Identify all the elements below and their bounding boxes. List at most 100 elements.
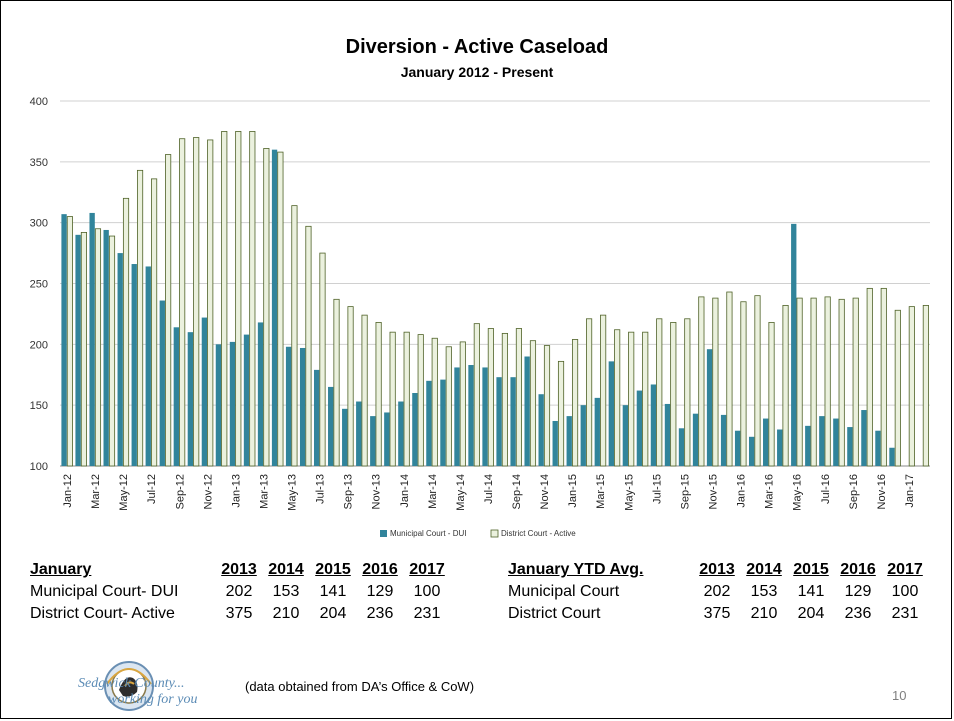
- municipal-bar: [833, 418, 839, 466]
- district-bar: [628, 331, 635, 467]
- row-label: Municipal Court: [508, 583, 620, 600]
- municipal-bar: [847, 427, 853, 466]
- january-ytd-table: January YTD Avg. 2013 2014 2015 2016 201…: [508, 560, 928, 626]
- municipal-bar: [763, 418, 769, 466]
- district-bar: [712, 297, 719, 467]
- municipal-bar: [777, 429, 783, 466]
- table-cell: 202: [703, 583, 731, 600]
- x-tick-label: Sep-16: [848, 474, 860, 509]
- y-tick-label: 100: [30, 461, 48, 473]
- district-bar: [796, 297, 803, 467]
- table-row: District Court 375 210 204 236 231: [508, 604, 928, 626]
- district-bar: [810, 297, 817, 467]
- table-cell: 236: [844, 605, 872, 622]
- x-tick-label: Mar-16: [764, 474, 776, 509]
- municipal-bar: [496, 377, 502, 466]
- district-bar: [179, 138, 186, 467]
- chart-title: Diversion - Active Caseload: [345, 36, 609, 58]
- municipal-bar: [271, 149, 278, 466]
- x-tick-label: May-14: [455, 474, 467, 511]
- district-bar: [571, 339, 579, 467]
- municipal-bar: [889, 447, 895, 466]
- legend-swatch-district: [490, 529, 499, 538]
- district-bar: [221, 131, 228, 467]
- district-bar: [207, 139, 214, 467]
- municipal-bar: [552, 420, 558, 466]
- municipal-bar: [117, 253, 123, 466]
- district-bar: [361, 314, 368, 467]
- municipal-bar: [75, 234, 81, 466]
- x-tick-label: Nov-16: [876, 474, 888, 509]
- table-cell: 153: [750, 583, 778, 600]
- municipal-bar: [748, 436, 755, 466]
- logo-line2: working for you: [108, 692, 198, 707]
- district-bar: [866, 287, 873, 467]
- table-cell: 210: [750, 605, 778, 622]
- municipal-bar: [734, 430, 741, 466]
- x-tick-label: Mar-15: [595, 474, 607, 509]
- municipal-bar: [257, 322, 264, 466]
- district-bar: [614, 329, 621, 467]
- district-bar: [824, 296, 831, 467]
- municipal-bar: [510, 377, 516, 466]
- x-tick-label: May-15: [623, 474, 635, 511]
- x-tick-label: Mar-12: [90, 474, 102, 509]
- x-tick-label: Nov-12: [202, 474, 214, 509]
- chart-subtitle: January 2012 - Present: [400, 64, 554, 80]
- district-bar: [347, 306, 354, 467]
- y-tick-label: 250: [30, 279, 48, 291]
- year-header: 2017: [887, 561, 923, 578]
- district-bar: [529, 340, 537, 467]
- x-tick-label: Jan-14: [399, 474, 411, 508]
- table-row: Municipal Court 202 153 141 129 100: [508, 582, 928, 604]
- year-header: 2016: [840, 561, 876, 578]
- january-table: January 2013 2014 2015 2016 2017 Municip…: [30, 560, 450, 626]
- municipal-bar: [875, 430, 881, 466]
- municipal-bar: [398, 401, 404, 466]
- y-tick-label: 350: [30, 157, 48, 169]
- district-bar: [852, 297, 859, 467]
- district-bar: [249, 131, 256, 467]
- municipal-bar: [173, 327, 179, 466]
- logo-text: Sedgwick County... working for you: [78, 676, 197, 708]
- january-table-header: January 2013 2014 2015 2016 2017: [30, 560, 450, 582]
- municipal-bar: [454, 367, 460, 466]
- data-source-footnote: (data obtained from DA’s Office & CoW): [245, 679, 475, 694]
- district-bar: [263, 148, 270, 467]
- municipal-bar: [692, 413, 699, 466]
- ytd-header-label: January YTD Avg.: [508, 561, 644, 578]
- y-tick-label: 300: [30, 218, 48, 230]
- year-header: 2014: [268, 561, 304, 578]
- x-tick-label: Jan-13: [230, 474, 242, 508]
- municipal-bar: [313, 369, 320, 466]
- district-bar: [122, 197, 130, 467]
- x-tick-label: Sep-13: [343, 474, 355, 509]
- x-tick-label: Nov-14: [539, 474, 551, 509]
- table-cell: 231: [413, 605, 441, 622]
- table-row: Municipal Court- DUI 202 153 141 129 100: [30, 582, 450, 604]
- legend-label-district: District Court - Active: [501, 529, 576, 538]
- municipal-bar: [285, 346, 292, 466]
- district-bar: [684, 318, 691, 467]
- year-header: 2017: [409, 561, 445, 578]
- district-bar: [305, 225, 312, 467]
- district-bar: [151, 178, 158, 467]
- table-cell: 236: [366, 605, 394, 622]
- municipal-bar: [370, 416, 376, 466]
- district-bar: [94, 228, 102, 467]
- year-header: 2016: [362, 561, 398, 578]
- district-bar: [515, 328, 523, 467]
- municipal-bar: [201, 317, 208, 466]
- district-bar: [501, 332, 508, 467]
- x-tick-label: Jan-16: [736, 474, 748, 508]
- municipal-bar: [706, 349, 713, 466]
- table-cell: 204: [797, 605, 825, 622]
- district-bar: [782, 304, 789, 467]
- row-label: District Court- Active: [30, 605, 175, 622]
- x-tick-label: Jan-12: [62, 474, 74, 508]
- district-bar: [277, 151, 284, 467]
- district-bar: [670, 322, 677, 467]
- municipal-bar: [243, 334, 250, 466]
- district-bar: [754, 295, 761, 467]
